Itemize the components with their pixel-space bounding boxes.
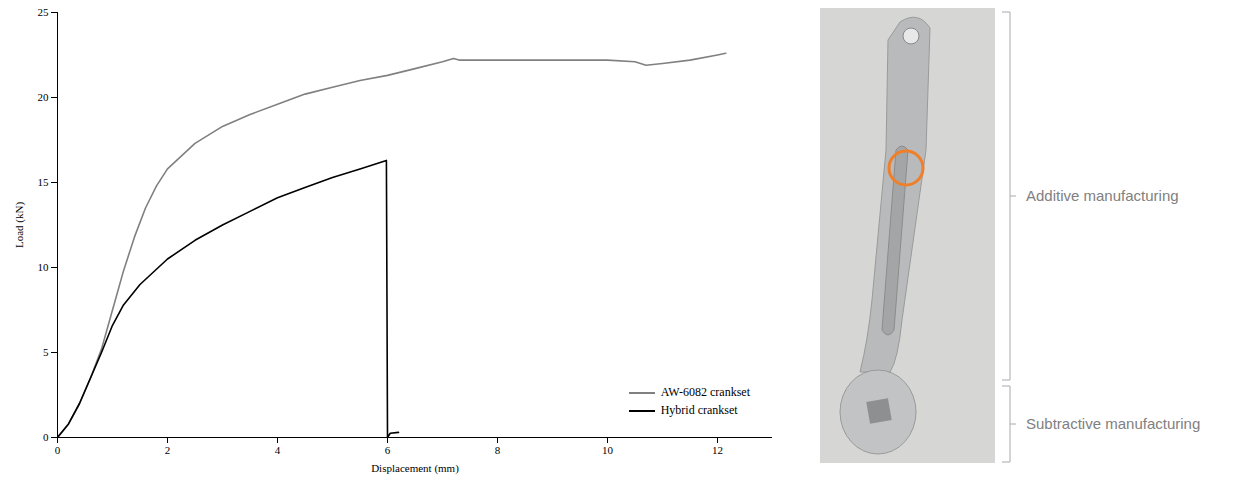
svg-text:0: 0 [43, 431, 49, 443]
svg-text:Subtractive manufacturing: Subtractive manufacturing [1026, 415, 1200, 432]
svg-text:Displacement (mm): Displacement (mm) [371, 462, 459, 475]
svg-text:12: 12 [712, 444, 723, 456]
svg-text:4: 4 [275, 444, 281, 456]
svg-text:0: 0 [55, 444, 61, 456]
svg-text:Load (kN): Load (kN) [13, 202, 26, 248]
svg-text:10: 10 [602, 444, 614, 456]
html-text:Hybrid crankset: Hybrid crankset [660, 403, 738, 417]
svg-text:8: 8 [495, 444, 501, 456]
html-text:AW-6082 crankset: AW-6082 crankset [660, 385, 750, 399]
svg-text:10: 10 [38, 261, 50, 273]
svg-text:25: 25 [38, 6, 50, 18]
svg-text:15: 15 [38, 176, 50, 188]
svg-text:20: 20 [38, 91, 50, 103]
svg-text:6: 6 [385, 444, 391, 456]
svg-text:2: 2 [165, 444, 171, 456]
svg-text:5: 5 [43, 346, 49, 358]
svg-text:Additive manufacturing: Additive manufacturing [1026, 187, 1179, 204]
